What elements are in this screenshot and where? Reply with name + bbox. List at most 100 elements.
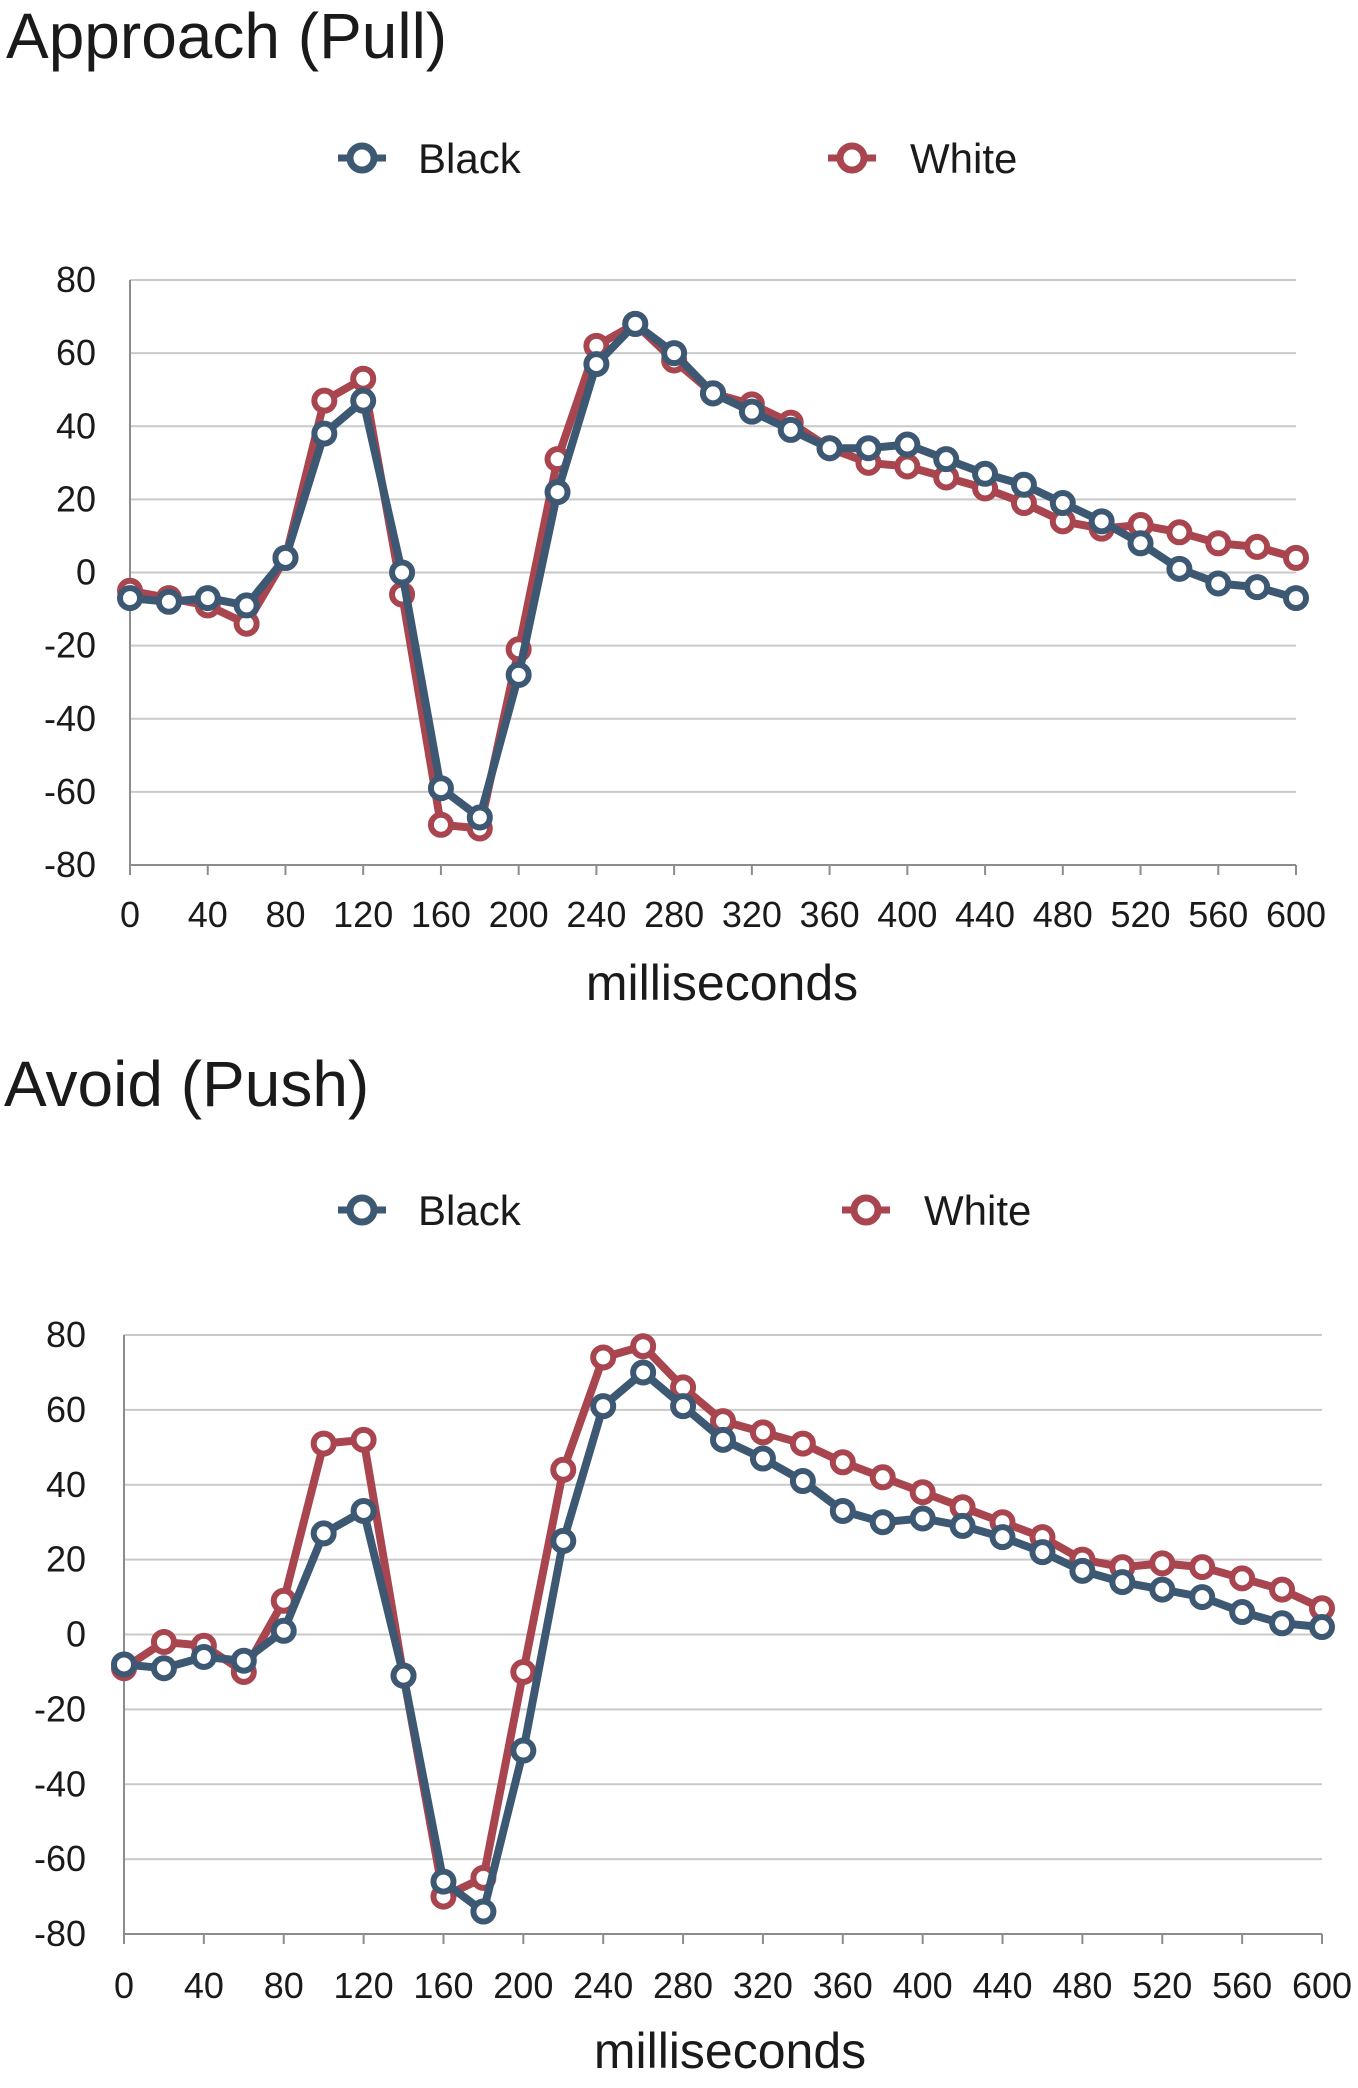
legend-item-black: Black — [338, 1187, 522, 1234]
data-point-white — [869, 1464, 896, 1491]
data-point-black — [989, 1524, 1016, 1551]
data-point-black — [510, 1737, 537, 1764]
x-tick-label: 0 — [120, 894, 140, 935]
data-point-black — [1029, 1539, 1056, 1566]
data-point-black — [855, 435, 882, 462]
y-tick-label: 80 — [56, 259, 96, 300]
data-point-black — [661, 340, 688, 367]
data-point-black — [350, 1497, 377, 1524]
data-point-black — [1149, 1576, 1176, 1603]
y-tick-label: -40 — [34, 1763, 86, 1804]
data-point-white — [510, 1658, 537, 1685]
data-point-black — [1244, 574, 1271, 601]
x-axis-label: milliseconds — [594, 2023, 866, 2079]
data-point-white — [1283, 544, 1309, 571]
y-tick-label: 20 — [56, 478, 96, 519]
x-tick-label: 560 — [1188, 894, 1248, 935]
x-tick-label: 400 — [877, 894, 937, 935]
data-point-black — [427, 775, 454, 802]
data-point-black — [272, 544, 299, 571]
data-point-white — [311, 387, 338, 414]
data-point-black — [749, 1445, 776, 1472]
legend-label-white: White — [910, 135, 1017, 182]
x-tick-label: 80 — [264, 1965, 304, 2006]
y-tick-label: 80 — [46, 1314, 86, 1355]
x-tick-label: 0 — [114, 1965, 134, 2006]
data-point-black — [789, 1468, 816, 1495]
x-tick-label: 120 — [334, 1965, 394, 2006]
data-point-black — [894, 431, 921, 458]
data-point-white — [1189, 1554, 1216, 1581]
data-point-black — [1088, 508, 1115, 535]
legend-label-black: Black — [418, 135, 522, 182]
data-point-black — [430, 1868, 457, 1895]
data-point-black — [1049, 490, 1076, 517]
x-axis-label: milliseconds — [586, 955, 858, 1011]
data-point-black — [466, 804, 493, 831]
data-point-black — [470, 1898, 497, 1925]
x-tick-label: 600 — [1292, 1965, 1352, 2006]
data-point-black — [544, 479, 571, 506]
data-point-black — [1189, 1584, 1216, 1611]
data-point-black — [949, 1512, 976, 1539]
data-point-white — [550, 1456, 577, 1483]
data-point-black — [1205, 570, 1232, 597]
data-point-white — [310, 1430, 337, 1457]
data-point-black — [350, 387, 377, 414]
data-point-black — [1283, 585, 1309, 612]
x-tick-label: 200 — [489, 894, 549, 935]
data-point-white — [1229, 1565, 1256, 1592]
data-point-black — [194, 585, 221, 612]
x-tick-label: 160 — [411, 894, 471, 935]
x-tick-label: 400 — [893, 1965, 953, 2006]
data-point-black — [738, 398, 765, 425]
data-point-black — [583, 351, 610, 378]
chart-title: Avoid (Push) — [4, 1048, 369, 1120]
data-point-black — [1127, 530, 1154, 557]
data-point-white — [749, 1419, 776, 1446]
data-point-black — [1069, 1557, 1096, 1584]
x-tick-label: 560 — [1212, 1965, 1272, 2006]
data-point-black — [1010, 471, 1037, 498]
data-point-white — [590, 1344, 617, 1371]
data-point-white — [150, 1628, 177, 1655]
data-point-black — [155, 588, 182, 615]
data-point-black — [933, 446, 960, 473]
data-point-white — [829, 1449, 856, 1476]
data-point-black — [311, 420, 338, 447]
series-line-black — [120, 1368, 1326, 1916]
series-white — [111, 1333, 1335, 1910]
x-tick-label: 440 — [972, 1965, 1032, 2006]
x-tick-label: 440 — [955, 894, 1015, 935]
data-point-white — [1149, 1550, 1176, 1577]
y-tick-label: -20 — [44, 625, 96, 666]
data-point-white — [894, 453, 921, 480]
chart-panel-approach: Approach (Pull) Black White 806040200-20… — [6, 0, 1326, 1011]
data-point-black — [909, 1505, 936, 1532]
data-point-black — [1109, 1569, 1136, 1596]
x-tick-label: 40 — [184, 1965, 224, 2006]
legend-item-black: Black — [338, 135, 522, 182]
x-tick-label: 280 — [653, 1965, 713, 2006]
data-point-black — [710, 1426, 736, 1453]
y-tick-label: -60 — [44, 771, 96, 812]
data-point-black — [150, 1655, 177, 1682]
data-point-white — [1205, 530, 1232, 557]
legend-marker-black — [346, 142, 378, 174]
y-tick-label: -80 — [34, 1913, 86, 1954]
data-point-black — [190, 1643, 217, 1670]
y-tick-label: 0 — [66, 1614, 86, 1655]
data-point-black — [270, 1617, 297, 1644]
x-tick-label: 360 — [800, 894, 860, 935]
x-tick-label: 240 — [566, 894, 626, 935]
x-tick-label: 520 — [1132, 1965, 1192, 2006]
y-tick-label: -80 — [44, 844, 96, 885]
legend-marker-white — [850, 1194, 882, 1226]
data-point-black — [390, 1662, 417, 1689]
series-black — [117, 310, 1309, 831]
legend-label-black: Black — [418, 1187, 522, 1234]
x-tick-label: 200 — [493, 1965, 553, 2006]
